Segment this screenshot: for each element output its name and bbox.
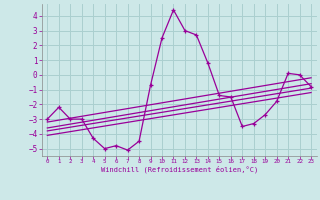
X-axis label: Windchill (Refroidissement éolien,°C): Windchill (Refroidissement éolien,°C) <box>100 166 258 173</box>
